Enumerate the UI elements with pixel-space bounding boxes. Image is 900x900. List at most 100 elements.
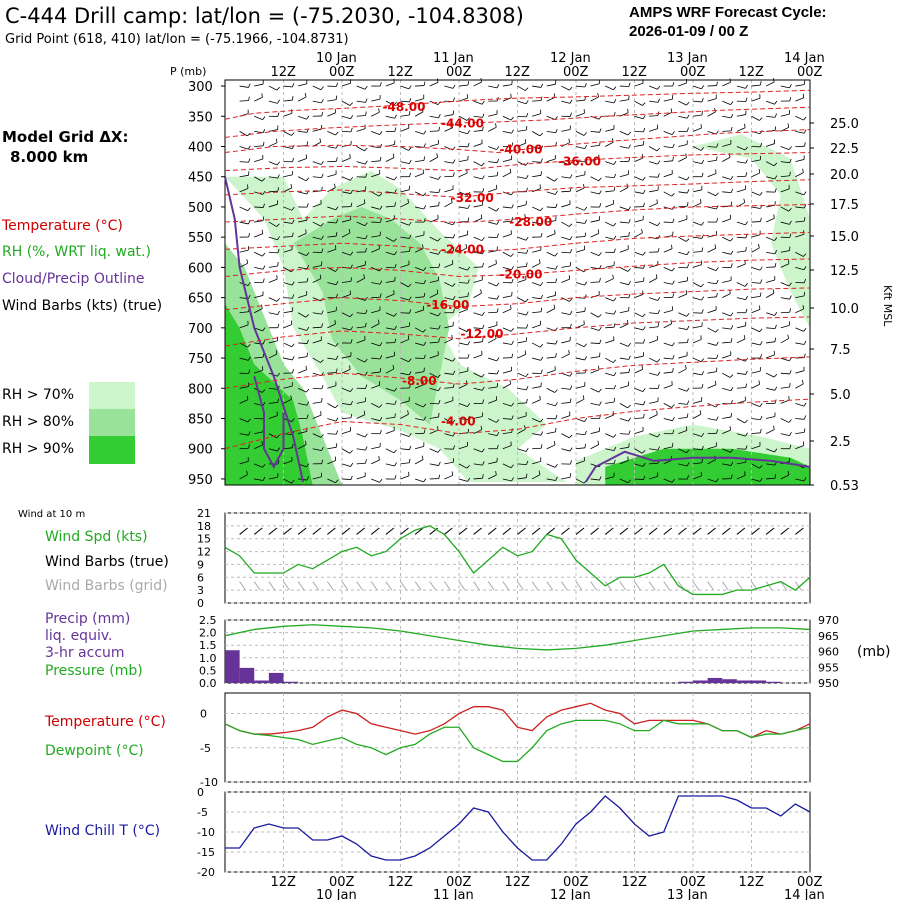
wind-barb — [356, 277, 365, 283]
wind-barb — [692, 251, 703, 253]
wind-barb-feather — [613, 310, 617, 315]
wind-barb — [648, 414, 658, 419]
wind-barb — [414, 111, 424, 117]
wind-barb-feather — [262, 265, 266, 270]
wind-barb-feather — [480, 77, 483, 83]
wind-barb-feather — [554, 389, 558, 393]
pressure-tick-label: 400 — [188, 140, 213, 155]
wind-barb-feather — [364, 160, 368, 165]
wind-barb — [575, 310, 585, 314]
wind-barb — [415, 282, 425, 285]
wind-barb — [590, 327, 600, 331]
wind-barb — [648, 433, 658, 438]
wind-barb — [765, 448, 775, 453]
wind-barb-feather — [539, 132, 544, 137]
wind-barb — [268, 415, 278, 419]
wind-barb — [751, 309, 761, 314]
wind-barb-feather — [628, 157, 631, 162]
wind-barb-feather — [305, 388, 310, 393]
wind-barb — [590, 96, 599, 102]
wind-barb-feather — [686, 449, 690, 454]
wind-barb-feather — [423, 292, 426, 297]
wind-barb-feather — [437, 426, 439, 431]
wind-barb — [546, 83, 556, 87]
wind-barb-feather — [291, 268, 295, 273]
wind-barb — [473, 279, 483, 283]
wind-barb — [722, 448, 731, 453]
wind-barb — [341, 430, 351, 435]
wind-barb — [327, 146, 337, 149]
wind-barb-feather — [509, 379, 512, 385]
wind-barb — [678, 251, 688, 256]
wind-barb — [415, 131, 424, 135]
wind-barb — [605, 387, 615, 390]
wind-barb-feather — [569, 310, 573, 315]
temperature-contour — [224, 106, 811, 138]
wind-barb — [751, 403, 761, 407]
wind-barb-feather — [774, 113, 777, 118]
wind-barb — [575, 187, 585, 193]
wind-barb — [371, 248, 380, 253]
wind-barb-feather — [525, 87, 529, 91]
wind-barb-feather — [379, 205, 383, 210]
wind-barb — [297, 387, 307, 393]
wind-barb-feather — [540, 307, 543, 312]
wind-barb — [736, 282, 746, 287]
wind-barb-feather — [247, 356, 251, 361]
wind-barb — [385, 293, 395, 298]
wind-barb — [707, 342, 717, 346]
wind-barb — [751, 478, 761, 482]
wind-barb-feather — [378, 108, 380, 113]
wind10-barb — [400, 527, 409, 535]
wind-barb-feather — [686, 313, 690, 317]
wind-barb — [605, 297, 614, 302]
wind-barb-feather — [685, 364, 687, 370]
wind-barb-feather — [803, 116, 807, 121]
wind-barb-feather — [423, 354, 426, 359]
pressure-tick-label: 950 — [818, 677, 839, 690]
wind-barb-feather — [526, 249, 529, 254]
wind-barb — [297, 369, 307, 374]
wind-barb-feather — [671, 244, 673, 249]
wind-barb-feather — [745, 159, 748, 164]
wind-barb — [619, 433, 629, 435]
wind-barb — [488, 161, 498, 164]
wind-barb — [678, 280, 688, 283]
wind-barb — [444, 263, 453, 268]
wind-barb-feather — [510, 464, 514, 469]
wind-barb-feather — [583, 343, 588, 348]
wind-barb-feather — [467, 204, 470, 209]
wind-barb-feather — [452, 159, 456, 164]
wind-barb — [444, 372, 454, 375]
wind-barb-feather — [524, 213, 526, 219]
wind-barb — [649, 326, 659, 329]
wind-barb — [561, 433, 570, 439]
wind10-grid-barb — [794, 581, 802, 591]
wind-barb-feather — [496, 282, 500, 287]
wind-barb — [634, 100, 643, 106]
wind-barb-feather — [408, 358, 412, 362]
wind-barb — [722, 416, 732, 419]
wind-barb-feather — [758, 243, 760, 249]
wind-barb — [400, 189, 410, 193]
wind-barb-feather — [657, 446, 661, 451]
rh80-swatch — [89, 409, 135, 436]
wind-barb — [371, 173, 380, 178]
wind-barb — [356, 128, 366, 132]
wind-barb — [473, 463, 483, 466]
wind-barb-feather — [438, 461, 441, 466]
temperature-contour-label: -20.00 — [500, 268, 543, 282]
wind-barb-feather — [481, 373, 485, 378]
wind-barb-feather — [745, 221, 748, 226]
wind-barb-feather — [628, 280, 631, 285]
wind-barb — [663, 371, 673, 374]
wind-barb-feather — [438, 263, 441, 268]
wind-barb-feather — [247, 145, 251, 150]
temperature-contour-label: -16.00 — [426, 298, 469, 312]
wind-barb — [765, 236, 775, 242]
wind-barb — [254, 356, 264, 359]
wind-barb — [400, 297, 410, 301]
wind-barb — [736, 250, 746, 253]
wind-barb — [517, 115, 527, 118]
wind-barb-feather — [569, 174, 573, 179]
